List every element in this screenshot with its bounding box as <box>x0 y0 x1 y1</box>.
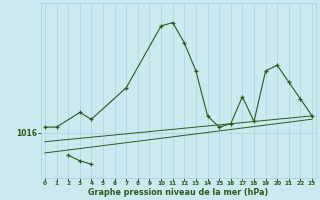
X-axis label: Graphe pression niveau de la mer (hPa): Graphe pression niveau de la mer (hPa) <box>88 188 268 197</box>
